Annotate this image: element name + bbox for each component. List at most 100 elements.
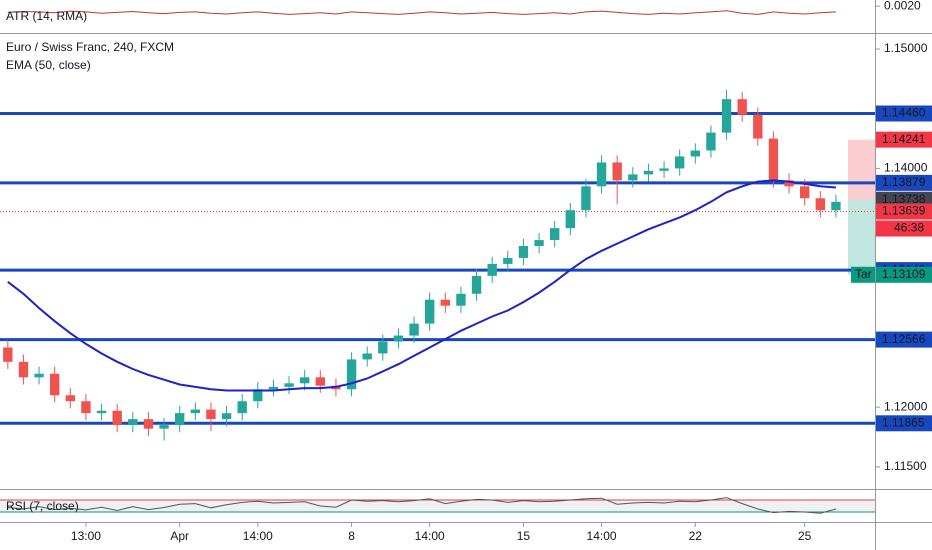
candle-body [284, 383, 294, 387]
y-tick-label: 1.15000 [884, 41, 928, 55]
price-tag [876, 203, 932, 220]
candle-body [143, 419, 154, 429]
x-tick-label: 25 [798, 529, 812, 543]
candle-body [815, 198, 825, 211]
level-tag [876, 415, 932, 432]
candle-body [596, 162, 607, 187]
candle-body [706, 132, 716, 151]
level-tag-label: 1.14460 [882, 106, 926, 120]
candle-body [34, 373, 44, 378]
candle-body [378, 341, 388, 354]
candle-body [800, 186, 810, 199]
candle-body [3, 347, 13, 362]
y-tick-label: 1.11500 [884, 459, 927, 473]
x-tick-label: 14:00 [587, 529, 617, 543]
candle-body [81, 401, 91, 414]
candle-body [831, 201, 841, 211]
level-tag-label: 1.11865 [882, 415, 925, 429]
candle-body [518, 246, 529, 258]
rsi-line [7, 497, 837, 514]
candle-body [18, 361, 29, 378]
level-tag-label: 1.13879 [882, 175, 926, 189]
target-note-bg [851, 266, 875, 283]
candle-body [96, 410, 107, 414]
candle-body [128, 419, 138, 426]
candle-body [393, 335, 404, 342]
y-tick-label: 1.12000 [884, 399, 928, 413]
candle-body [565, 210, 575, 229]
candle-body [534, 240, 544, 247]
price-tag-label: 1.13738 [882, 192, 926, 206]
x-tick-label: 14:00 [415, 529, 445, 543]
countdown: 46:38 [894, 221, 924, 235]
candle-body [784, 180, 794, 187]
chart-title: Euro / Swiss Franc, 240, FXCM [6, 40, 174, 54]
candle-body [753, 114, 763, 139]
candle-body [471, 275, 482, 294]
candle-body [768, 138, 779, 181]
indicator-label: EMA (50, close) [6, 58, 91, 72]
candle-body [50, 373, 60, 396]
price-tag [876, 266, 932, 283]
candle-body [221, 413, 232, 420]
rsi-label: RSI (7, close) [6, 499, 79, 513]
level-tag-label: 1.12566 [882, 332, 926, 346]
candle-body [425, 299, 435, 324]
candle-body [721, 99, 732, 133]
price-tag [876, 131, 932, 148]
countdown-bg [876, 220, 932, 237]
stop-zone [848, 139, 875, 200]
candle-body [253, 389, 263, 402]
candle-body [300, 377, 310, 384]
target-note: Tar [855, 267, 872, 281]
candle-body [237, 401, 247, 414]
atr-label: ATR (14, RMA) [6, 9, 87, 23]
candle-body [456, 293, 466, 306]
x-tick-label: 13:00 [71, 529, 101, 543]
candle-body [550, 228, 560, 241]
candle-body [65, 395, 75, 402]
candle-body [643, 170, 654, 175]
atr-tick-label: 0.0020 [884, 0, 921, 12]
candle-body [487, 263, 497, 276]
candle-body [112, 410, 122, 426]
price-tag-label: 1.14241 [882, 132, 926, 146]
candle-body [362, 353, 372, 360]
candle-body [159, 425, 169, 429]
x-tick-label: Apr [170, 529, 189, 543]
candle-body [346, 359, 357, 390]
x-tick-label: 15 [517, 529, 531, 543]
candle-body [315, 377, 325, 386]
candle-body [612, 162, 622, 181]
candle-body [628, 174, 638, 181]
atr-line [7, 10, 836, 15]
level-tag [876, 331, 932, 348]
candle-body [175, 413, 185, 426]
price-tag-label: 1.13109 [882, 267, 926, 281]
candle-body [675, 156, 685, 169]
target-zone [848, 199, 875, 275]
candle-body [659, 168, 669, 171]
x-tick-label: 8 [348, 529, 355, 543]
price-tag-label: 1.13639 [882, 204, 926, 218]
candle-body [206, 409, 216, 420]
ema-line [7, 179, 836, 392]
x-tick-label: 14:00 [243, 529, 273, 543]
y-tick-label: 1.14000 [884, 161, 928, 175]
candle-body [581, 186, 591, 211]
rsi-band [0, 500, 875, 512]
candle-body [409, 323, 419, 336]
x-tick-label: 22 [689, 529, 703, 543]
candle-body [737, 99, 747, 115]
level-tag [876, 174, 932, 191]
candle-body [440, 299, 450, 306]
candle-body [503, 257, 513, 264]
candle-body [190, 409, 200, 414]
level-tag [876, 105, 932, 122]
candle-body [268, 386, 279, 390]
candle-body [690, 150, 700, 157]
